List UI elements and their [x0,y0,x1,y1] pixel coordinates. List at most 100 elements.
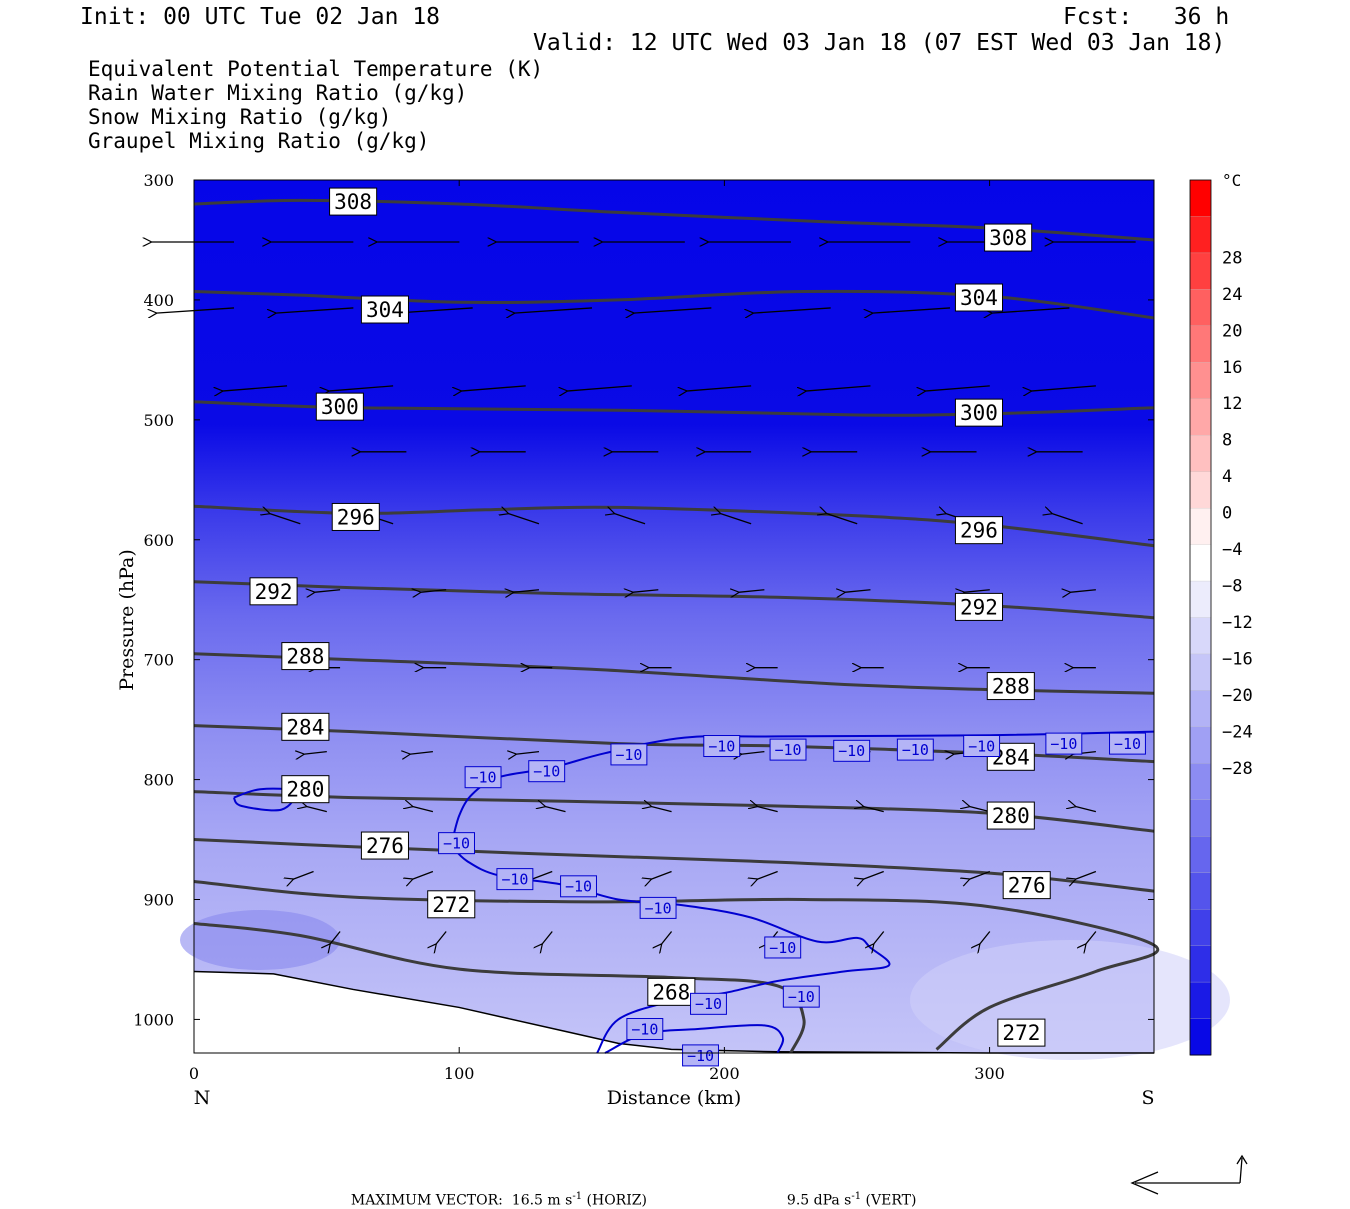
temperature-label-box [782,985,820,1008]
wind-vector [738,590,765,593]
theta-e-label-308-box [984,223,1033,252]
temperature-label-box [896,738,934,761]
colorbar-cell [1189,507,1212,546]
theta-e-label-272: 272 [997,1018,1046,1047]
wind-vector [632,590,659,593]
temperature-label-text: −10 [443,835,470,853]
theta-e-label-268: 268 [647,977,696,1006]
theta-e-label-284: 284 [281,712,330,741]
theta-e-contour-268 [193,922,806,1054]
theta-e-label-304: 304 [954,283,1004,312]
theta-e-label-292: 292 [954,592,1004,621]
valid-time: Valid: 12 UTC Wed 03 Jan 18 (07 EST Wed … [533,30,1226,56]
max-vector-vertical: 9.5 dPa s-1 (VERT) [778,1175,917,1209]
theta-e-label-268-text: 268 [652,980,690,1004]
temperature-label-text: −10 [708,737,735,755]
colorbar-cell [1189,471,1212,509]
x-tick-label: 300 [974,1064,1005,1083]
wind-vector [757,870,778,880]
temperature-label: −10 [690,992,727,1015]
vert-value: 9.5 dPa s [786,1192,852,1209]
colorbar-tick-label: −8 [1222,577,1242,597]
colorbar-tick-label: 16 [1222,358,1242,378]
wind-vector [461,385,526,391]
theta-e-label-296-text: 296 [337,506,375,530]
theta-e-label-276-box [360,831,409,860]
wind-vector [826,513,858,525]
temperature-label-text: −10 [687,1047,714,1065]
temperature-label-text: −10 [1114,735,1141,753]
wind-vector [964,590,990,593]
y-tick-label: 700 [143,651,174,670]
wind-vector [514,307,593,313]
theta-e-label-280: 280 [986,801,1035,830]
wind-vector [753,307,831,313]
temperature-label: −10 [764,936,802,959]
x-end-label-south: S [1141,1087,1154,1109]
colorbar-cell [1189,252,1212,291]
theta-e-label-268-box [647,977,696,1006]
wind-vector [661,931,673,944]
theta-e-label-288-text: 288 [286,645,324,669]
temperature-label: −10 [782,985,820,1008]
temperature-label-text: −10 [695,995,722,1013]
theta-e-label-296-box [331,502,380,531]
wind-vector [330,931,341,944]
wind-vector [303,752,327,755]
theta-e-label-292-text: 292 [255,580,293,604]
axis-layer: 300 400 500 600 700 800 900 1000 0 100 200 300 [133,171,1154,1083]
wind-vector [651,870,672,880]
colorbar-cell [1189,289,1212,327]
wind-vector [1031,385,1096,391]
x-tick-label: 0 [189,1064,199,1083]
temperature-label-text: −10 [838,742,865,760]
wind-vector [269,513,301,525]
theta-e-label-280-box [281,775,330,804]
horiz-tag: (HORIZ) [582,1192,647,1209]
wind-vector [873,931,885,944]
horiz-unit-exp: -1 [572,1191,583,1202]
wind-vector [542,931,553,944]
temperature-label-box [464,766,502,789]
temperature-label: −10 [703,735,741,758]
wind-vector [508,513,540,525]
colorbar-cell [1189,836,1212,874]
terrain-outline [193,970,1154,1054]
terrain-fill [194,971,1154,1053]
reference-vector-icon [1130,1154,1248,1195]
wind-vector [863,870,884,880]
theta-e-label-300: 300 [954,398,1004,427]
wind-vector [412,870,434,880]
colorbar-tick-label: −16 [1222,649,1253,669]
temperature-label-box [703,735,741,758]
wind-vector [306,806,327,813]
theta-e-label-308: 308 [984,223,1033,252]
theta-e-label-292-box [954,592,1004,621]
wind-vector [757,806,778,813]
y-tick-label: 900 [143,891,174,910]
init-time: Init: 00 UTC Tue 02 Jan 18 [80,4,441,30]
colorbar-tick-label: 28 [1222,248,1242,268]
colorbar-tick-label: 12 [1222,394,1242,414]
colorbar-cell [1189,690,1212,728]
colorbar-cell [1189,362,1212,400]
y-tick-label: 600 [143,531,174,550]
theta-e-label-292-text: 292 [960,595,998,619]
max-vector-horizontal: MAXIMUM VECTOR: 16.5 m s-1 (HORIZ) [342,1175,647,1209]
theta-e-label-300-box [315,392,364,421]
temperature-label-box [496,868,534,891]
colorbar-cell [1189,580,1212,619]
theta-e-label-304-text: 304 [960,286,998,310]
y-axis-title: Pressure (hPa) [116,549,138,691]
theta-e-label-300-box [954,398,1004,427]
theta-e-label-296: 296 [331,502,380,531]
terrain-layer [193,970,1154,1054]
temperature-label-box [560,875,597,898]
wind-vector [328,385,394,391]
theta-e-label-288: 288 [281,642,330,671]
wind-vector [567,385,632,391]
colorbar-cell [1189,763,1212,801]
theta-e-label-288-box [281,642,330,671]
temperature-label: −10 [769,738,807,761]
theta-e-label-296-text: 296 [960,519,998,543]
